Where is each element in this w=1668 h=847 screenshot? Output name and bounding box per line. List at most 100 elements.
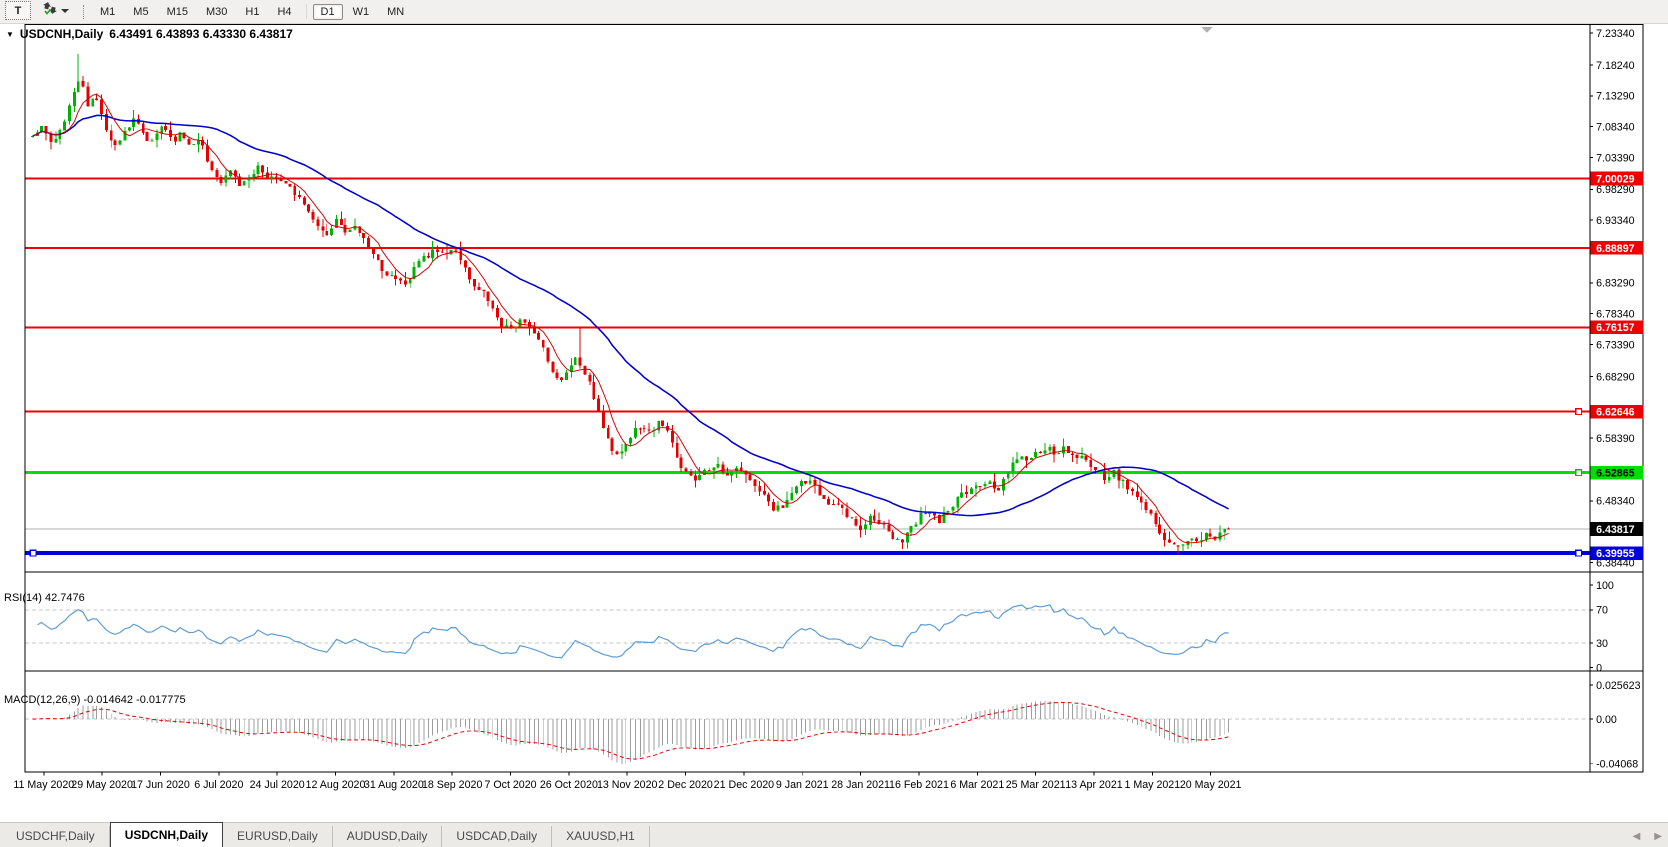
line-handle[interactable]: [1575, 408, 1583, 416]
svg-text:24 Jul 2020: 24 Jul 2020: [250, 779, 305, 791]
svg-text:1 May 2021: 1 May 2021: [1124, 779, 1180, 791]
price-badge-6.76157: [1590, 320, 1644, 335]
svg-text:26 Oct 2020: 26 Oct 2020: [540, 779, 598, 791]
svg-text:7.00029: 7.00029: [1596, 173, 1635, 185]
timeframe-group: M1 M5 M15 M30 H1 H4 D1 W1 MN: [91, 3, 413, 20]
timeframe-button-h1[interactable]: H1: [245, 5, 260, 18]
text-tool-button[interactable]: T: [5, 1, 31, 20]
arrows-tool-button[interactable]: [37, 2, 74, 19]
toolbar: T M1 M5 M15 M30 H1 H4 D1 W1 MN: [0, 0, 1668, 24]
svg-text:13 Apr 2021: 13 Apr 2021: [1065, 779, 1123, 791]
svg-text:6 Jul 2020: 6 Jul 2020: [194, 779, 243, 791]
svg-text:100: 100: [1596, 580, 1614, 592]
svg-text:6 Mar 2021: 6 Mar 2021: [950, 779, 1004, 791]
chart-title: ▼ USDCNH,Daily 6.43491 6.43893 6.43330 6…: [6, 27, 293, 41]
svg-text:12 Aug 2020: 12 Aug 2020: [306, 779, 366, 791]
svg-text:-0.04068: -0.04068: [1596, 759, 1638, 771]
timeframe-button-m5[interactable]: M5: [133, 5, 149, 18]
tab-audusd-daily[interactable]: AUDUSD,Daily: [333, 826, 443, 847]
price-badge-6.62646: [1590, 404, 1644, 419]
chart-menu-arrow-icon[interactable]: ▼: [6, 29, 14, 39]
tab-usdchf-daily[interactable]: USDCHF,Daily: [2, 826, 110, 847]
svg-text:7.23340: 7.23340: [1596, 28, 1635, 40]
tab-usdcnh-daily[interactable]: USDCNH,Daily: [109, 822, 224, 847]
svg-text:17 Jun 2020: 17 Jun 2020: [131, 779, 190, 791]
timeframe-button-m1[interactable]: M1: [100, 5, 116, 18]
chevron-down-icon[interactable]: [61, 8, 69, 13]
chart-borders: [24, 24, 1644, 773]
timeframe-button-w1[interactable]: W1: [352, 5, 370, 18]
tab-eurusd-daily[interactable]: EURUSD,Daily: [223, 826, 333, 847]
svg-text:6.98290: 6.98290: [1596, 184, 1635, 196]
svg-text:7.13290: 7.13290: [1596, 91, 1635, 103]
timeframe-button-mn[interactable]: MN: [387, 5, 405, 18]
svg-text:7 Oct 2020: 7 Oct 2020: [484, 779, 536, 791]
svg-text:21 Dec 2020: 21 Dec 2020: [714, 779, 775, 791]
tab-usdcad-daily[interactable]: USDCAD,Daily: [442, 826, 553, 847]
timeframe-button-m30[interactable]: M30: [205, 5, 228, 18]
rsi-line: [37, 604, 1229, 659]
tab-xauusd-h1[interactable]: XAUUSD,H1: [552, 826, 650, 847]
svg-text:6.48340: 6.48340: [1596, 496, 1635, 508]
timeframe-button-h4[interactable]: H4: [277, 5, 292, 18]
svg-text:29 May 2020: 29 May 2020: [71, 779, 133, 791]
price-badge-7.00029: [1590, 171, 1644, 186]
svg-text:6.68290: 6.68290: [1596, 371, 1635, 383]
line-handle[interactable]: [1575, 469, 1583, 477]
price-badge-6.39955: [1590, 546, 1644, 560]
tab-scroll-right-icon[interactable]: ▶: [1654, 831, 1662, 842]
price-badge-6.43817: [1590, 522, 1644, 536]
chart-symbol: USDCNH,Daily: [19, 27, 104, 41]
svg-text:6.78340: 6.78340: [1596, 309, 1635, 321]
chart-window: 7.23340 7.18240 7.13290 7.08340 7.03390 6.982…: [0, 24, 1668, 822]
price-axis[interactable]: 7.23340 7.18240 7.13290 7.08340 7.03390 6.982…: [1589, 28, 1644, 771]
line-handle[interactable]: [29, 549, 37, 557]
svg-text:0: 0: [1596, 663, 1602, 675]
svg-text:2 Dec 2020: 2 Dec 2020: [658, 779, 713, 791]
svg-text:11 May 2020: 11 May 2020: [13, 779, 74, 791]
svg-text:30: 30: [1596, 638, 1608, 650]
slow-ma-line: [32, 114, 1230, 517]
svg-text:25 Mar 2021: 25 Mar 2021: [1006, 779, 1066, 791]
chart-ohlc-values: 6.43491 6.43893 6.43330 6.43817: [109, 27, 293, 41]
chart-tab-bar: USDCHF,Daily USDCNH,Daily EURUSD,Daily AUDU…: [0, 822, 1668, 847]
toolbar-grip: [83, 4, 84, 19]
svg-text:6.73390: 6.73390: [1596, 339, 1635, 351]
svg-text:6.62646: 6.62646: [1596, 406, 1635, 418]
svg-text:70: 70: [1596, 605, 1608, 617]
svg-text:7.08340: 7.08340: [1596, 122, 1635, 134]
svg-text:6.38440: 6.38440: [1596, 557, 1635, 569]
svg-text:6.88897: 6.88897: [1596, 243, 1635, 255]
macd-indicator-label: MACD(12,26,9) -0.014642 -0.017775: [4, 694, 186, 706]
svg-text:6.43817: 6.43817: [1596, 524, 1635, 536]
toolbar-separator: [305, 4, 307, 19]
svg-text:6.58390: 6.58390: [1596, 433, 1635, 445]
svg-text:9 Jan 2021: 9 Jan 2021: [776, 779, 829, 791]
chart-canvas[interactable]: 7.23340 7.18240 7.13290 7.08340 7.03390 6.982…: [0, 24, 1668, 822]
candlestick-series: [31, 53, 1231, 555]
svg-text:20 May 2021: 20 May 2021: [1180, 779, 1242, 791]
timeframe-button-m15[interactable]: M15: [166, 5, 188, 18]
svg-text:18 Sep 2020: 18 Sep 2020: [422, 779, 483, 791]
svg-text:0.00: 0.00: [1596, 714, 1617, 726]
tab-scroll-left-icon[interactable]: ◀: [1632, 831, 1641, 842]
svg-text:28 Jan 2021: 28 Jan 2021: [831, 779, 890, 791]
svg-text:7.03390: 7.03390: [1596, 152, 1635, 164]
timeframe-button-d1[interactable]: D1: [312, 3, 343, 20]
svg-text:6.76157: 6.76157: [1596, 322, 1635, 334]
svg-text:0.025623: 0.025623: [1596, 680, 1641, 692]
arrows-tool-icon: [42, 1, 58, 20]
price-badge-6.88897: [1590, 241, 1644, 255]
svg-text:16 Feb 2021: 16 Feb 2021: [889, 779, 949, 791]
macd-panel[interactable]: [25, 700, 1590, 764]
moving-averages: [32, 93, 1230, 544]
line-handle[interactable]: [1575, 549, 1583, 557]
macd-signal-line: [32, 702, 1229, 760]
chart-shift-marker-icon[interactable]: [1200, 26, 1213, 33]
fast-ma-line: [32, 93, 1229, 544]
svg-text:31 Aug 2020: 31 Aug 2020: [364, 779, 424, 791]
svg-text:13 Nov 2020: 13 Nov 2020: [597, 779, 658, 791]
rsi-panel[interactable]: [25, 604, 1590, 659]
